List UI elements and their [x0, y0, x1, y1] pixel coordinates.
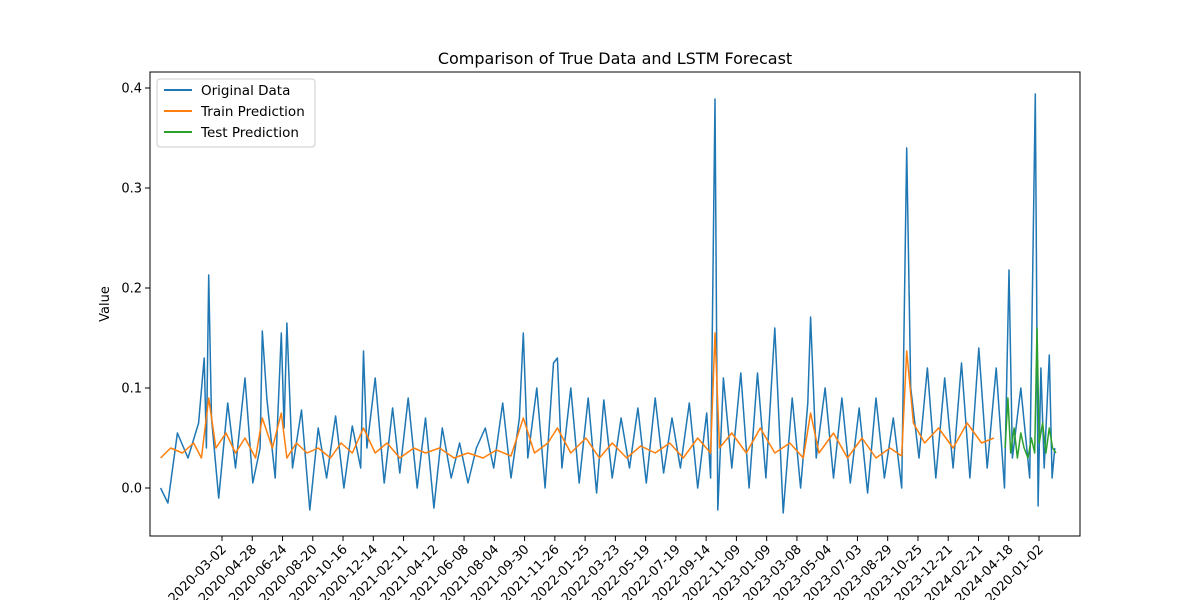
y-tick-label: 0.3	[121, 182, 142, 197]
legend-label: Original Data	[201, 83, 290, 99]
y-tick-label: 0.1	[121, 382, 142, 397]
y-axis: 0.0 0.1 0.2 0.3 0.4	[121, 82, 150, 497]
legend-box	[156, 78, 316, 148]
legend-label: Train Prediction	[200, 104, 305, 120]
chart-title: Comparison of True Data and LSTM Forecas…	[438, 49, 792, 68]
y-tick-label: 0.4	[121, 82, 142, 97]
y-axis-label: Value	[98, 286, 113, 322]
legend-label: Test Prediction	[200, 125, 299, 141]
series-line-1	[160, 332, 995, 459]
legend: Original Data Train Prediction Test Predic…	[156, 78, 316, 148]
series-layer	[159, 93, 1057, 514]
y-tick-label: 0.2	[121, 282, 142, 297]
y-tick-label: 0.0	[121, 482, 142, 497]
series-line-0	[159, 93, 1056, 514]
series-line-2	[1004, 327, 1057, 459]
